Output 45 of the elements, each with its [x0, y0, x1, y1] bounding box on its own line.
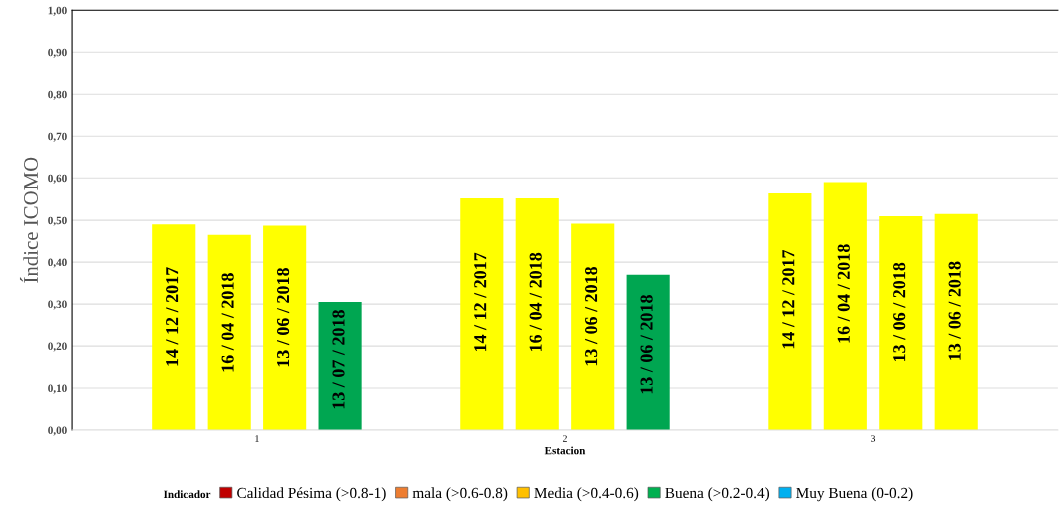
bar — [460, 197, 504, 431]
legend-label: Buena (>0.2-0.4) — [665, 487, 770, 502]
y-tick-label: 0,10 — [48, 384, 67, 394]
annotation: 16 / 04 / 2018 — [529, 252, 542, 352]
legend-label: mala (>0.6-0.8) — [412, 487, 508, 502]
y-tick-label: 0,60 — [48, 174, 67, 184]
annotation: 14 / 12 / 2017 — [474, 252, 487, 352]
annotation: 13 / 06 / 2018 — [640, 295, 653, 394]
annotation: 13 / 06 / 2018 — [276, 268, 290, 367]
y-tick-label: 0,80 — [48, 90, 67, 100]
bar — [318, 302, 362, 431]
legend-label: Media (>0.4-0.6) — [534, 487, 639, 502]
bar — [879, 215, 923, 431]
annotation: 13 / 06 / 2018 — [948, 261, 961, 360]
annotation: 14 / 12 / 2017 — [166, 267, 179, 366]
x-tick-label: 1 — [255, 435, 259, 442]
bar — [571, 223, 615, 431]
bar — [768, 192, 812, 431]
y-tick-label: 0,90 — [48, 48, 67, 58]
bar — [515, 197, 559, 431]
annotation: 13 / 06 / 2018 — [585, 266, 598, 366]
x-tick-label: 2 — [562, 435, 567, 442]
y-tick-label: 0,70 — [48, 132, 67, 142]
x-axis-title: Estacion — [544, 446, 586, 455]
bar — [152, 224, 196, 431]
annotation: 16 / 04 / 2018 — [837, 244, 850, 343]
y-tick-label: 0,20 — [48, 342, 67, 352]
legend-label: Muy Buena (0-0.2) — [796, 487, 913, 502]
bar — [263, 225, 307, 431]
y-tick-label: 1,00 — [48, 6, 67, 16]
bar — [207, 234, 251, 431]
y-tick-label: 0,40 — [48, 258, 67, 268]
annotation: 13 / 06 / 2018 — [893, 262, 906, 361]
annotation: 16 / 04 / 2018 — [221, 273, 234, 372]
legend-label: Calidad Pésima (>0.8-1) — [237, 487, 386, 502]
annotation: 14 / 12 / 2017 — [782, 249, 795, 349]
annotation: 13 / 07 / 2018 — [332, 310, 345, 409]
bar — [823, 182, 867, 431]
legend-title: Indicador — [163, 490, 211, 499]
y-axis-title: Índice ICOMO — [19, 157, 38, 283]
y-tick-label: 0,30 — [48, 300, 67, 310]
y-tick-label: 0,00 — [48, 426, 67, 436]
y-tick-label: 0,50 — [48, 216, 67, 226]
x-tick-label: 3 — [871, 435, 876, 442]
bar — [626, 274, 670, 431]
